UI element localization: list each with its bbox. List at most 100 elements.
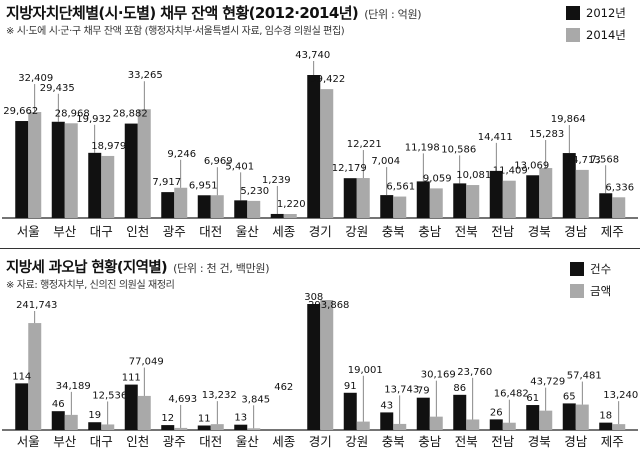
bar-amount-13 <box>502 422 516 430</box>
label-count-14: 61 <box>526 393 539 404</box>
label-amount-14: 43,729 <box>530 377 565 388</box>
label-count-6: 13 <box>234 413 247 424</box>
legend-label-2014: 2014년 <box>586 28 626 42</box>
category-label-bottom-11: 충남 <box>418 434 442 449</box>
bar-2014-12 <box>466 185 480 218</box>
legend-swatch-count <box>570 262 584 276</box>
label-count-8: 308 <box>304 292 323 303</box>
category-label-bottom-1: 부산 <box>53 434 77 449</box>
label-count-0: 114 <box>12 371 31 382</box>
label-count-1: 46 <box>52 399 65 410</box>
category-label-bottom-13: 전남 <box>491 434 515 449</box>
category-label-10: 충북 <box>382 224 405 239</box>
bar-2014-3 <box>137 109 151 218</box>
category-label-9: 강원 <box>345 224 368 239</box>
bar-amount-0 <box>28 323 42 430</box>
debt-chart-title: 지방자치단체별(시·도별) 채무 잔액 현황(2012·2014년) (단위 : … <box>6 2 422 23</box>
category-label-6: 울산 <box>236 224 260 239</box>
label-2014-10: 6,561 <box>386 182 415 193</box>
category-label-4: 광주 <box>163 224 186 239</box>
bar-2014-10 <box>393 196 407 218</box>
category-label-16: 제주 <box>601 224 624 239</box>
label-2014-14: 15,283 <box>529 129 564 140</box>
label-2012-7: 1,239 <box>262 175 291 186</box>
category-label-bottom-12: 전북 <box>455 434 478 449</box>
bar-2014-0 <box>28 112 42 218</box>
label-2012-3: 28,882 <box>113 109 148 120</box>
category-label-2: 대구 <box>90 224 113 239</box>
category-label-bottom-7: 세종 <box>272 434 295 449</box>
label-2012-4: 7,917 <box>152 177 181 188</box>
tax-chart-title: 지방세 과오납 현황(지역별) (단위 : 천 건, 백만원) <box>6 256 270 277</box>
label-count-4: 12 <box>161 413 174 424</box>
bar-2012-4 <box>161 192 175 218</box>
bar-count-12 <box>453 394 467 430</box>
bar-2014-11 <box>429 188 443 218</box>
label-count-2: 19 <box>88 410 101 421</box>
label-2012-10: 7,004 <box>371 156 400 167</box>
legend-item-amount: 금액 <box>570 282 611 300</box>
label-2014-13: 11,409 <box>493 166 528 177</box>
bar-amount-2 <box>101 424 115 430</box>
bar-2014-15 <box>575 169 589 218</box>
bar-amount-6 <box>247 428 261 430</box>
label-2014-0: 32,409 <box>18 73 53 84</box>
label-2014-9: 12,221 <box>347 139 382 150</box>
category-label-bottom-14: 경북 <box>528 434 551 449</box>
bar-2012-10 <box>380 195 394 218</box>
legend-swatch-2012 <box>566 6 580 20</box>
bar-amount-3 <box>137 395 151 430</box>
category-label-15: 경남 <box>564 224 588 239</box>
bar-2014-16 <box>612 197 626 218</box>
bar-2014-1 <box>64 123 78 218</box>
label-2012-1: 29,435 <box>40 83 75 94</box>
tax-bar-chart: 241,743 114 서울 34,189 46 부산 12,536 19 대구 77,049 11… <box>2 292 638 449</box>
label-count-15: 65 <box>563 391 576 402</box>
legend-swatch-2014 <box>566 28 580 42</box>
label-amount-11: 30,169 <box>421 370 456 381</box>
bar-count-11 <box>416 397 430 430</box>
category-label-bottom-16: 제주 <box>601 434 624 449</box>
legend-item-2012: 2012년 <box>566 4 626 22</box>
label-2014-7: 1,220 <box>277 199 306 210</box>
category-label-11: 충남 <box>418 224 442 239</box>
bar-amount-4 <box>174 427 188 430</box>
bar-amount-1 <box>64 414 78 430</box>
bar-count-9 <box>343 392 357 430</box>
bar-amount-10 <box>393 423 407 430</box>
label-2014-16: 6,336 <box>605 182 634 193</box>
bar-2012-8 <box>307 75 321 218</box>
category-label-13: 전남 <box>491 224 515 239</box>
label-2012-8: 43,740 <box>295 50 330 61</box>
label-2012-5: 6,951 <box>189 180 218 191</box>
label-count-12: 86 <box>453 383 466 394</box>
bar-2014-6 <box>247 200 261 218</box>
category-label-bottom-3: 인천 <box>126 434 149 449</box>
category-label-8: 경기 <box>309 224 332 239</box>
label-2014-3: 33,265 <box>128 70 163 81</box>
category-label-3: 인천 <box>126 224 149 239</box>
label-2014-4: 9,246 <box>167 149 196 160</box>
label-2014-12: 10,081 <box>456 170 491 181</box>
bar-amount-5 <box>210 424 224 430</box>
bar-2012-2 <box>88 152 102 218</box>
debt-title-text: 지방자치단체별(시·도별) 채무 잔액 현황(2012·2014년) <box>6 4 359 22</box>
bar-count-14 <box>526 405 540 430</box>
tax-title-text: 지방세 과오납 현황(지역별) <box>6 260 168 276</box>
label-count-3: 111 <box>122 373 141 384</box>
bar-amount-8 <box>320 300 334 430</box>
legend-label-count: 건수 <box>590 262 612 276</box>
bar-2012-11 <box>416 181 430 218</box>
bar-2012-9 <box>343 178 357 218</box>
category-label-bottom-8: 경기 <box>309 434 332 449</box>
tax-panel: 지방세 과오납 현황(지역별) (단위 : 천 건, 백만원) ※ 자료: 행정자… <box>0 250 640 452</box>
category-label-bottom-9: 강원 <box>345 434 368 449</box>
label-2014-2: 18,979 <box>91 141 126 152</box>
label-count-10: 43 <box>380 400 393 411</box>
category-label-1: 부산 <box>53 224 77 239</box>
tax-unit-label: (단위 : 천 건, 백만원) <box>173 262 270 275</box>
bar-count-10 <box>380 412 394 430</box>
bar-count-0 <box>15 383 29 430</box>
label-count-16: 18 <box>599 411 612 422</box>
bar-count-8 <box>307 304 321 430</box>
